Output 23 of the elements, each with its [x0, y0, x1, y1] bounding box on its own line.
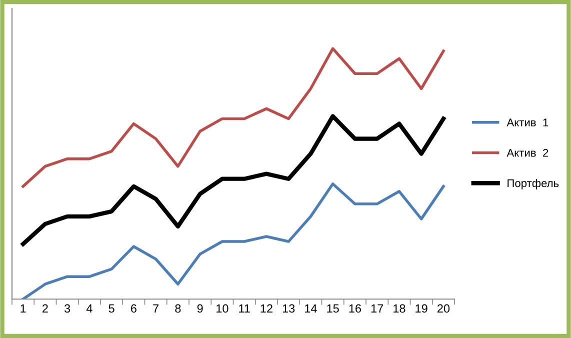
- x-tick-label: 4: [86, 304, 92, 313]
- x-tick-label: 5: [108, 304, 114, 313]
- x-tick-label: 10: [216, 304, 228, 313]
- x-tick-label: 13: [282, 304, 295, 313]
- x-tick-label: 19: [416, 304, 428, 313]
- x-tick-label: 18: [394, 304, 406, 313]
- x-tick-label: 1: [20, 304, 26, 313]
- x-tick-label: 11: [239, 304, 250, 313]
- x-tick-label: 12: [260, 304, 272, 313]
- x-tick-label: 20: [437, 304, 450, 313]
- x-tick-label: 9: [197, 304, 203, 313]
- x-tick-label: 15: [327, 304, 339, 313]
- x-tick-label: 17: [371, 304, 384, 313]
- legend-label: Актив 2: [506, 148, 548, 157]
- x-tick-label: 7: [153, 304, 158, 313]
- x-tick-label: 2: [42, 304, 48, 313]
- x-tick-label: 14: [305, 304, 317, 313]
- x-tick-label: 8: [175, 304, 181, 313]
- x-tick-label: 6: [131, 304, 136, 313]
- legend-label: Портфель: [508, 178, 559, 190]
- legend-label: Актив 1: [506, 118, 548, 126]
- x-tick-label: 16: [349, 304, 361, 313]
- x-tick-label: 3: [64, 304, 70, 313]
